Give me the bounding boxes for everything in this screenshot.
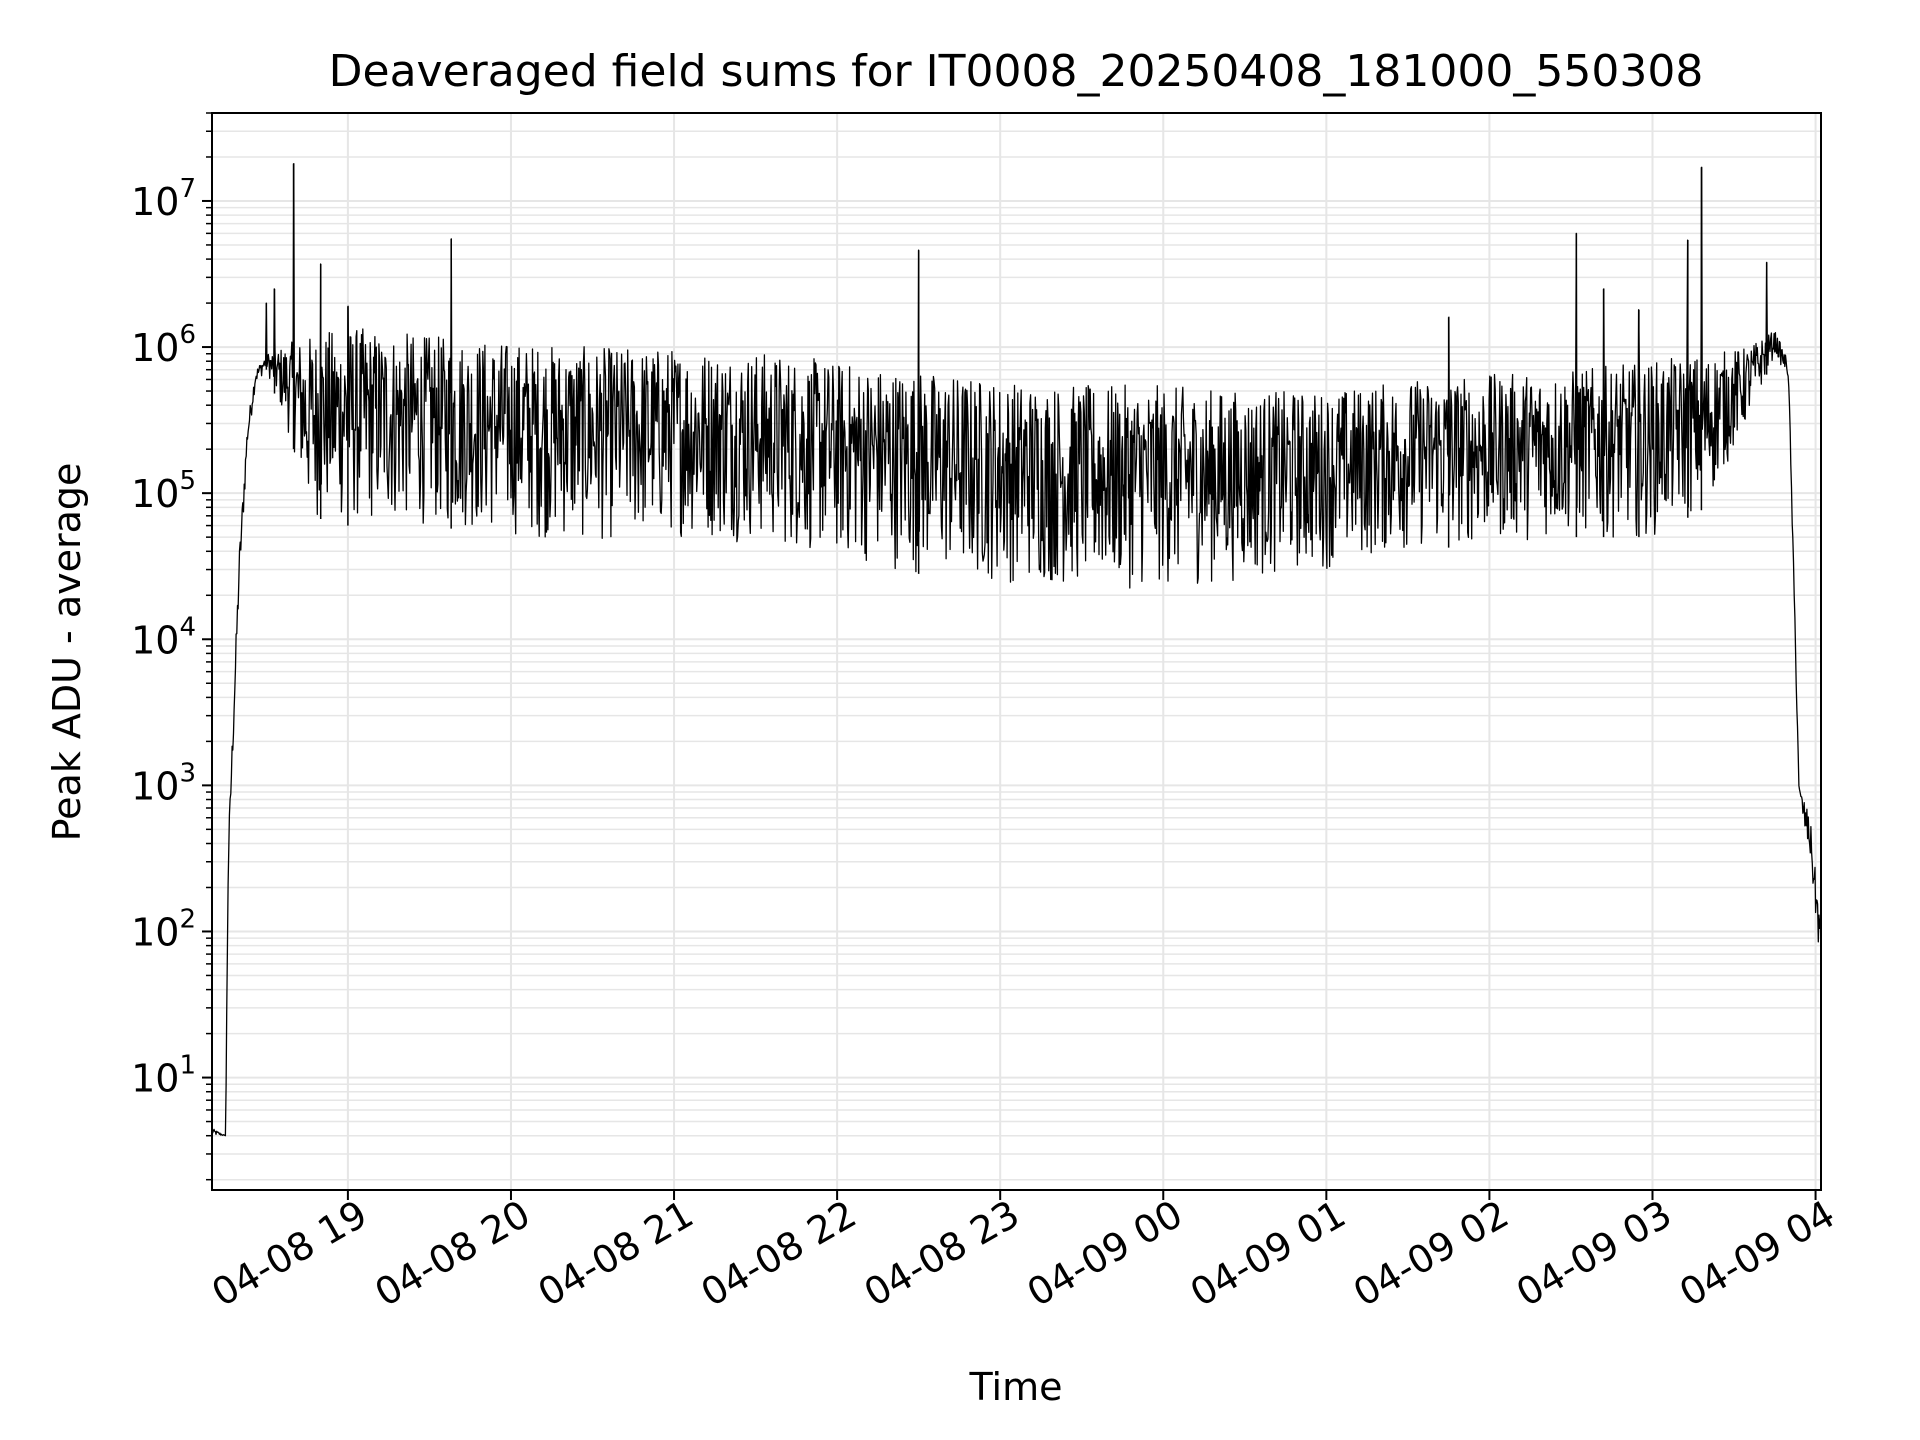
series-line [211, 163, 1822, 1137]
y-tick-label: 106 [131, 320, 196, 370]
plot-frame [211, 112, 1822, 1191]
grid-major [212, 113, 1821, 1190]
y-axis-label: Peak ADU - average [45, 463, 89, 842]
y-tick-label: 105 [131, 466, 196, 516]
y-tick-label: 101 [131, 1051, 196, 1101]
series-layer [211, 163, 1822, 1137]
y-tick-label: 103 [131, 758, 196, 808]
y-tick-label: 107 [131, 174, 196, 224]
grid-minor [212, 112, 1821, 1181]
y-axis: 101 102 103 104 105 106 107 [131, 112, 212, 1181]
y-tick-label: 104 [131, 612, 196, 662]
y-tick-label: 102 [131, 904, 196, 954]
chart-title: Deaveraged field sums for IT0008_2025040… [329, 46, 1704, 97]
x-axis-label: Time [969, 1365, 1063, 1409]
